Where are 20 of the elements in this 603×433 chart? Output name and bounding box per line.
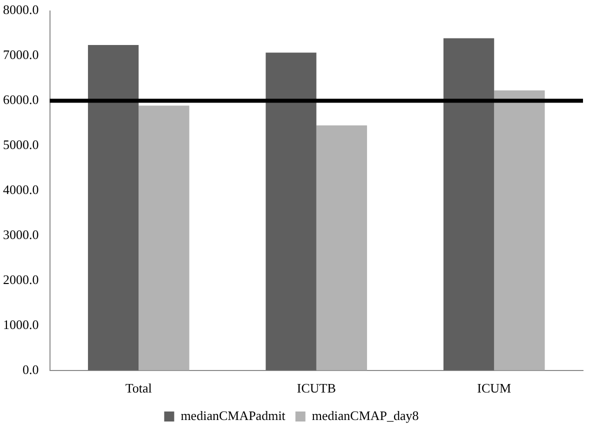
legend-label: medianCMAP_day8 [312,408,419,423]
y-tick-label: 8000.0 [3,2,39,18]
y-tick-label: 7000.0 [3,47,39,62]
y-tick-label: 0.0 [22,362,39,377]
bar [266,52,316,370]
y-tick-label: 1000.0 [3,316,39,332]
y-tick-label: 4000.0 [3,182,39,198]
y-tick-label: 2000.0 [3,272,39,287]
bar [443,38,494,370]
bar [316,125,368,370]
bar [138,106,190,370]
legend-label: medianCMAPadmit [180,408,286,423]
bar [88,44,139,370]
bar [494,90,545,370]
y-tick-label: 5000.0 [3,137,39,152]
y-tick-label: 3000.0 [3,226,39,242]
y-tick-label: 6000.0 [3,92,39,108]
x-tick-label: ICUM [477,380,512,396]
x-tick-label: ICUTB [296,380,336,396]
x-tick-label: Total [125,380,152,396]
